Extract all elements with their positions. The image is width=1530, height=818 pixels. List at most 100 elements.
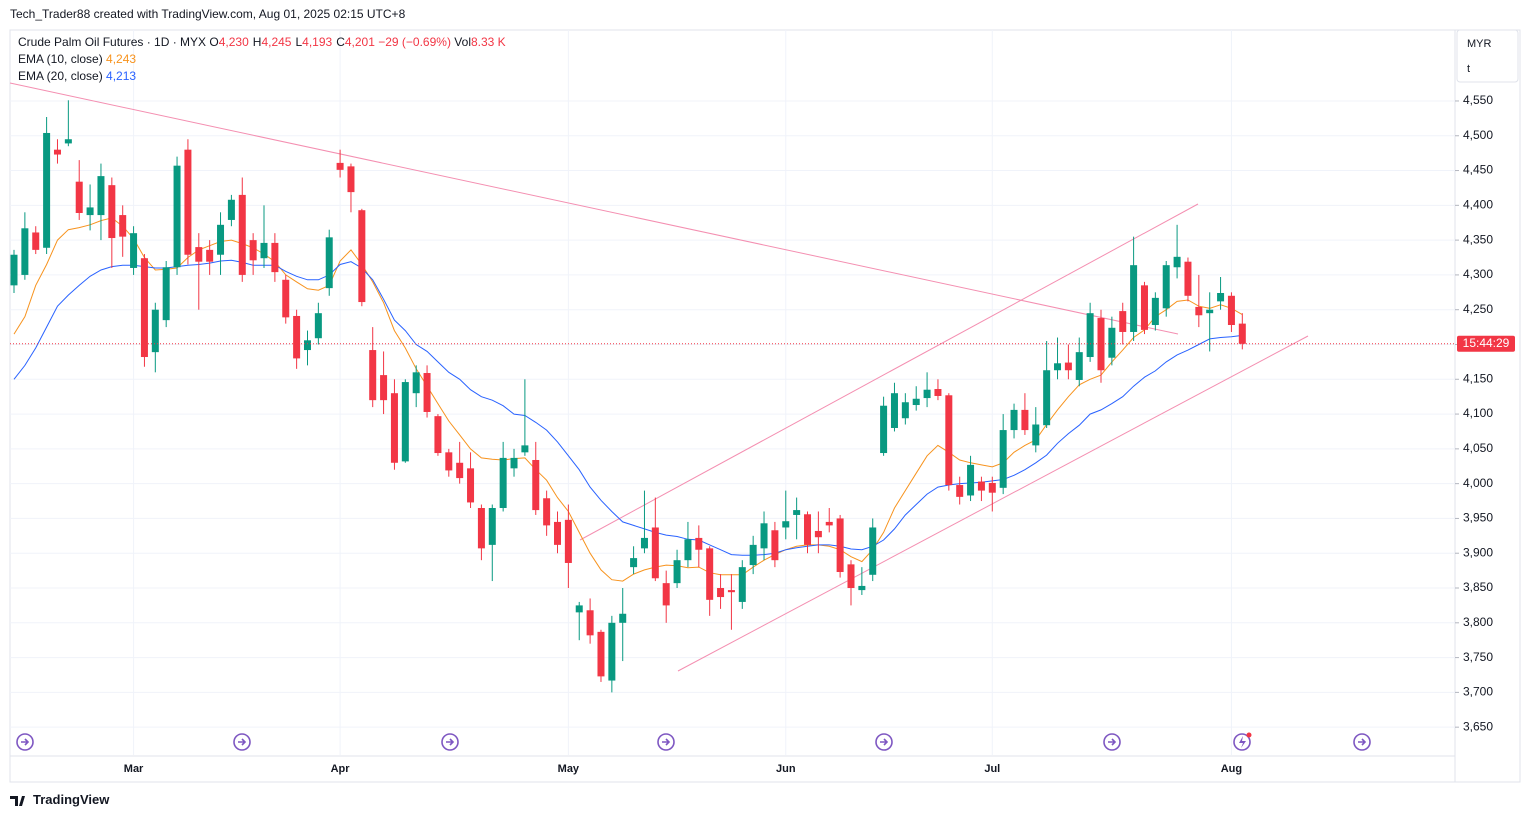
ohlc: O4,230 H4,245 L4,193 C4,201	[209, 35, 375, 49]
candle-body	[130, 233, 138, 268]
ohlc-label: L	[295, 35, 303, 49]
candle-body	[293, 315, 301, 359]
event-icon[interactable]	[233, 733, 251, 751]
event-icon[interactable]	[1353, 733, 1371, 751]
event-icon[interactable]	[875, 733, 893, 751]
candle-body	[1108, 327, 1116, 358]
candle-body	[836, 518, 844, 573]
candle-body	[1227, 295, 1235, 326]
candle-body	[651, 527, 659, 579]
candle-body	[173, 165, 181, 268]
legend-main: Crude Palm Oil Futures · 1D · MYX O4,230…	[18, 35, 506, 49]
grid	[10, 30, 1455, 755]
x-tick-label: May	[558, 763, 580, 775]
candle-body	[347, 166, 355, 193]
candle-body	[75, 181, 83, 213]
currency[interactable]: MYR	[1467, 38, 1492, 50]
candle-body	[151, 309, 159, 353]
y-tick-label: 3,950	[1463, 511, 1493, 525]
y-tick-label: 3,650	[1463, 719, 1493, 733]
event-icon[interactable]	[1233, 732, 1252, 751]
candle-body	[554, 521, 561, 545]
candle-body	[1206, 309, 1214, 314]
candle-body	[303, 340, 311, 351]
ohlc-value: 4,230	[218, 35, 249, 49]
candle-body	[760, 523, 768, 549]
event-icon[interactable]	[441, 733, 459, 751]
candle-body	[771, 530, 779, 561]
candle-body	[608, 622, 616, 681]
header: Tech_Trader88 created with TradingView.c…	[10, 7, 406, 21]
candle-body	[1130, 265, 1138, 332]
candle-body	[499, 457, 507, 508]
candle-body	[662, 583, 670, 606]
x-tick-label: Apr	[331, 763, 351, 775]
candle-body	[1217, 293, 1225, 302]
y-tick-label: 4,250	[1463, 302, 1493, 316]
ohlc-value: 4,245	[261, 35, 292, 49]
candle-body	[706, 548, 714, 600]
candle-body	[380, 375, 388, 401]
candle-body	[227, 199, 235, 220]
candle-body	[869, 527, 877, 575]
y-tick-label: 4,050	[1463, 441, 1493, 455]
legend-value: 4,213	[106, 69, 137, 83]
y-tick-label: 3,900	[1463, 545, 1493, 559]
unit[interactable]: t	[1467, 63, 1471, 75]
candle-body	[412, 372, 420, 394]
candle-body	[467, 468, 475, 503]
candle-body	[434, 416, 442, 454]
candle-body	[597, 631, 605, 677]
candle-body	[1195, 306, 1203, 316]
candle-body	[32, 232, 40, 250]
trendline	[9, 82, 1179, 335]
ohlc-label: H	[252, 35, 262, 49]
currency-box[interactable]	[1456, 29, 1519, 83]
event-icon[interactable]	[16, 733, 34, 751]
candle-body	[945, 395, 953, 486]
event-icon[interactable]	[657, 733, 675, 751]
event-icons	[16, 732, 1371, 751]
candle-body	[912, 398, 920, 406]
candle-body	[814, 530, 822, 538]
candle-body	[564, 519, 572, 563]
y-tick-label: 3,850	[1463, 580, 1493, 594]
candle-body	[684, 539, 692, 561]
candle-body	[195, 247, 203, 262]
candle-body	[804, 514, 812, 545]
candle-body	[1010, 409, 1018, 431]
candle-body	[43, 132, 51, 248]
candle-body	[999, 430, 1007, 488]
candle-body	[967, 464, 975, 496]
symbol: Crude Palm Oil Futures · 1D · MYX	[18, 35, 207, 49]
candle-body	[619, 613, 627, 623]
ohlc-value: 4,201	[344, 35, 375, 49]
candle-body	[1075, 352, 1083, 380]
candle-body	[532, 459, 540, 511]
candle-body	[575, 605, 583, 613]
candle-body	[1021, 409, 1029, 431]
y-tick-label: 4,400	[1463, 198, 1493, 212]
trendline	[579, 203, 1199, 541]
y-tick-label: 4,100	[1463, 406, 1493, 420]
event-icon[interactable]	[1103, 733, 1121, 751]
y-tick-label: 3,750	[1463, 650, 1493, 664]
ema-line	[13, 217, 1243, 582]
candle-body	[749, 544, 757, 566]
y-tick-label: 4,150	[1463, 371, 1493, 385]
candle-body	[717, 588, 725, 598]
candle-body	[477, 507, 485, 549]
candle-body	[890, 393, 898, 428]
candle-body	[53, 149, 61, 155]
candle-body	[1238, 323, 1246, 344]
candle-body	[401, 382, 409, 462]
candle-body	[1184, 261, 1192, 296]
candle-body	[271, 242, 279, 273]
legend-value: 4,243	[106, 52, 137, 66]
candle-body	[640, 537, 648, 549]
y-tick-label: 4,350	[1463, 232, 1493, 246]
candle-body	[858, 585, 866, 591]
candle-body	[1086, 313, 1094, 358]
